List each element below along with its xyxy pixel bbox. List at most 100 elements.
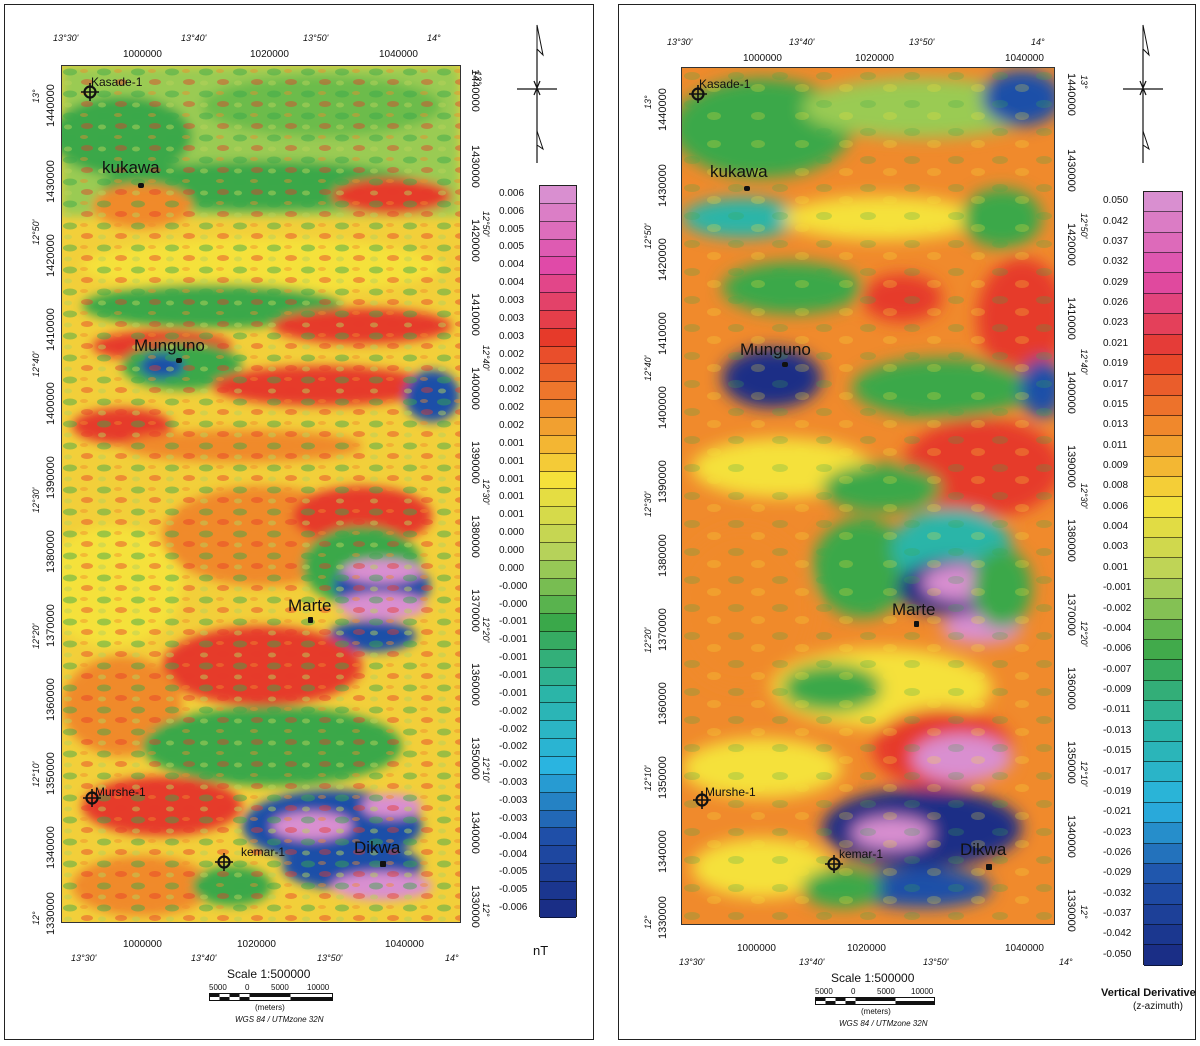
legend-value-label: 0.006 bbox=[499, 205, 525, 217]
well-label-kasade: Kasade-1 bbox=[91, 75, 143, 89]
vertical-derivative-map[interactable]: kukawa Munguno Marte Dikwa bbox=[681, 67, 1055, 925]
legend-swatch bbox=[1144, 436, 1182, 457]
legend-value-label: 0.003 bbox=[1103, 541, 1129, 553]
legend-value-label: 0.002 bbox=[499, 384, 525, 396]
bottom-utm-label: 1020000 bbox=[847, 943, 886, 954]
right-degree-label: 12°50' bbox=[481, 211, 491, 237]
legend-value-label: 0.011 bbox=[1103, 439, 1128, 451]
left-degree-label: 12° bbox=[643, 915, 653, 929]
legend-swatch bbox=[540, 489, 576, 508]
right-utm-label: 1430000 bbox=[469, 145, 481, 188]
legend-value-label: 0.032 bbox=[1103, 256, 1129, 268]
legend-swatch bbox=[540, 507, 576, 526]
anomaly-raster bbox=[62, 66, 460, 922]
left-utm-label: 1350000 bbox=[45, 752, 57, 795]
legend-value-label: -0.015 bbox=[1103, 745, 1132, 757]
right-degree-label: 12° bbox=[1079, 905, 1089, 919]
top-degree-label: 13°30' bbox=[667, 37, 693, 47]
right-degree-label: 12°40' bbox=[1079, 349, 1089, 375]
legend-swatch bbox=[1144, 517, 1182, 539]
legend-swatch bbox=[540, 417, 576, 436]
legend-swatch bbox=[540, 257, 576, 276]
right-utm-label: 1420000 bbox=[1065, 223, 1077, 266]
left-utm-label: 1430000 bbox=[45, 160, 57, 203]
right-degree-label: 12°30' bbox=[1079, 483, 1089, 509]
town-marker-icon bbox=[782, 362, 788, 367]
well-marker-icon[interactable] bbox=[825, 855, 843, 873]
top-degree-label: 13°40' bbox=[181, 33, 207, 43]
left-degree-label: 12°40' bbox=[643, 355, 653, 381]
magnetic-anomaly-map[interactable]: kukawa Munguno Marte Dikwa bbox=[61, 65, 461, 923]
town-marker-icon bbox=[914, 621, 919, 627]
right-degree-label: 12°50' bbox=[1079, 213, 1089, 239]
legend-swatch bbox=[1144, 599, 1182, 620]
legend-value-label: 0.002 bbox=[499, 366, 525, 378]
projection-label: WGS 84 / UTMzone 32N bbox=[235, 1015, 324, 1024]
bottom-utm-label: 1020000 bbox=[237, 939, 276, 950]
well-marker-icon[interactable] bbox=[689, 85, 707, 103]
derivative-raster bbox=[682, 68, 1054, 924]
well-marker-icon[interactable] bbox=[693, 791, 711, 809]
legend-value-label: 0.005 bbox=[499, 241, 525, 253]
legend-value-label: 0.004 bbox=[1103, 521, 1129, 533]
legend-value-label: 0.006 bbox=[1103, 500, 1129, 512]
legend-swatch bbox=[540, 685, 576, 704]
legend-value-label: 0.006 bbox=[499, 187, 525, 199]
well-marker-icon[interactable] bbox=[81, 83, 99, 101]
right-utm-label: 1430000 bbox=[1065, 149, 1077, 192]
legend-swatch bbox=[540, 560, 576, 579]
top-degree-label: 13°50' bbox=[909, 37, 935, 47]
legend-value-label: 0.003 bbox=[499, 330, 525, 342]
legend-value-label: -0.019 bbox=[1103, 785, 1132, 797]
scale-unit: (meters) bbox=[255, 1003, 285, 1012]
legend-swatch bbox=[1144, 477, 1182, 498]
bottom-degree-label: 13°50' bbox=[317, 953, 343, 963]
legend-value-label: 0.002 bbox=[499, 348, 525, 360]
well-label-murshe: Murshe-1 bbox=[95, 785, 146, 799]
top-utm-label: 1020000 bbox=[855, 53, 894, 64]
well-marker-icon[interactable] bbox=[215, 853, 233, 871]
left-utm-label: 1410000 bbox=[45, 308, 57, 351]
right-degree-label: 12°30' bbox=[481, 479, 491, 505]
scale-tick-label: 10000 bbox=[307, 983, 330, 992]
left-utm-label: 1340000 bbox=[45, 826, 57, 869]
legend-value-label: -0.004 bbox=[1103, 622, 1132, 634]
left-utm-label: 1390000 bbox=[657, 460, 669, 503]
legend-swatch bbox=[540, 899, 576, 918]
legend-swatch bbox=[1144, 680, 1182, 701]
legend-value-label: 0.002 bbox=[499, 402, 525, 414]
color-legend-bar bbox=[1143, 191, 1183, 966]
legend-value-label: -0.011 bbox=[1103, 704, 1131, 716]
legend-swatch bbox=[540, 328, 576, 347]
legend-value-label: 0.004 bbox=[499, 259, 525, 271]
well-marker-icon[interactable] bbox=[83, 789, 101, 807]
legend-value-label: -0.005 bbox=[499, 866, 528, 878]
legend-swatch bbox=[540, 221, 576, 240]
legend-value-label: 0.001 bbox=[1103, 561, 1129, 573]
right-degree-label: 12°10' bbox=[481, 757, 491, 783]
legend-value-label: 0.050 bbox=[1103, 195, 1129, 207]
town-marker-icon bbox=[380, 861, 386, 867]
right-utm-label: 1380000 bbox=[469, 515, 481, 558]
legend-value-label: 0.013 bbox=[1103, 419, 1129, 431]
left-utm-label: 1400000 bbox=[657, 386, 669, 429]
legend-swatch bbox=[1144, 843, 1182, 864]
legend-value-label: -0.032 bbox=[1103, 887, 1132, 899]
place-label-marte: Marte bbox=[288, 596, 332, 615]
legend-swatch bbox=[1144, 375, 1182, 396]
legend-value-label: -0.021 bbox=[1103, 806, 1132, 818]
legend-swatch bbox=[1144, 192, 1182, 213]
legend-value-label: -0.002 bbox=[1103, 602, 1132, 614]
bottom-degree-label: 13°30' bbox=[71, 953, 97, 963]
legend-value-label: -0.002 bbox=[499, 705, 528, 717]
left-utm-label: 1390000 bbox=[45, 456, 57, 499]
legend-value-label: -0.017 bbox=[1103, 765, 1132, 777]
legend-value-label: 0.037 bbox=[1103, 235, 1129, 247]
left-utm-label: 1400000 bbox=[45, 382, 57, 425]
legend-swatch bbox=[540, 596, 576, 615]
legend-swatch bbox=[1144, 762, 1182, 783]
legend-swatch bbox=[1144, 456, 1182, 478]
legend-swatch bbox=[540, 864, 576, 882]
left-degree-label: 12°10' bbox=[31, 761, 41, 787]
scale-tick-label: 0 bbox=[245, 983, 250, 992]
